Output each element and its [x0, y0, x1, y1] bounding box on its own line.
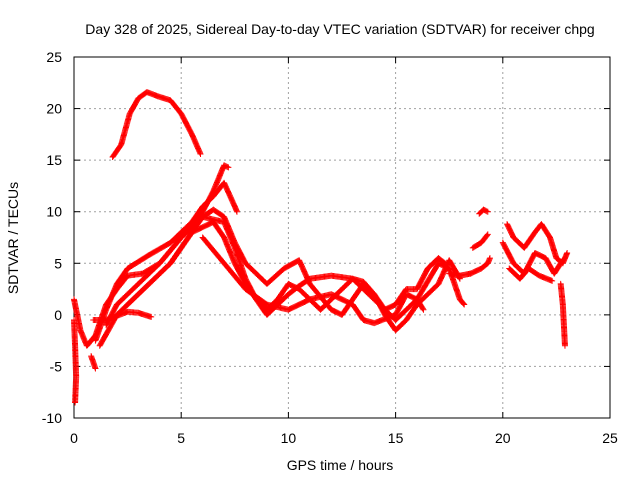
- x-tick-label: 5: [177, 430, 185, 446]
- series-track-12: [446, 270, 474, 279]
- data-point: [561, 342, 568, 349]
- series-track-6: [96, 206, 463, 349]
- y-axis: -10 -5 0 5 10 15 20 25: [42, 49, 610, 426]
- x-tick-label: 0: [70, 430, 78, 446]
- data-point: [484, 232, 491, 239]
- x-tick-label: 10: [281, 430, 297, 446]
- data-point: [92, 365, 99, 372]
- series-track-11: [476, 206, 491, 217]
- data-point: [461, 301, 468, 308]
- data-point: [148, 313, 155, 320]
- data-point: [419, 305, 426, 312]
- series-track-8: [199, 234, 427, 327]
- y-tick-label: -5: [50, 358, 63, 374]
- y-tick-label: 5: [54, 255, 62, 271]
- data-point: [420, 306, 427, 313]
- series-track-15: [506, 265, 556, 284]
- data-point: [549, 277, 556, 284]
- chart-title: Day 328 of 2025, Sidereal Day-to-day VTE…: [85, 21, 594, 37]
- y-tick-label: 25: [46, 49, 62, 65]
- data-point: [233, 208, 240, 215]
- data-point: [72, 399, 79, 406]
- data-point: [561, 255, 568, 262]
- data-point: [460, 300, 467, 307]
- data-point: [441, 260, 448, 267]
- grid-lines: [74, 57, 610, 418]
- series-track-16: [557, 280, 568, 349]
- y-tick-label: 0: [54, 307, 62, 323]
- series-track-7: [124, 219, 448, 313]
- data-point: [486, 255, 493, 262]
- series-track-17: [71, 317, 80, 406]
- data-point: [197, 150, 204, 157]
- series-track-1: [109, 89, 204, 161]
- x-tick-label: 25: [602, 430, 618, 446]
- data-point: [440, 259, 447, 266]
- x-tick-label: 15: [388, 430, 404, 446]
- y-tick-label: 15: [46, 152, 62, 168]
- data-point: [225, 164, 232, 171]
- y-tick-label: 20: [46, 101, 62, 117]
- data-point: [483, 208, 490, 215]
- y-axis-label: SDTVAR / TECUs: [5, 182, 21, 294]
- data-points: [71, 89, 571, 406]
- series-track-18: [88, 353, 99, 372]
- data-point: [484, 208, 491, 215]
- series-track-4: [92, 179, 240, 344]
- plot-frame: [73, 56, 611, 419]
- data-point: [484, 231, 491, 238]
- y-tick-label: -10: [42, 410, 62, 426]
- data-point: [224, 163, 231, 170]
- series-track-9: [469, 231, 491, 251]
- data-point: [467, 270, 474, 277]
- series-track-10: [467, 255, 493, 277]
- x-tick-label: 20: [495, 430, 511, 446]
- x-axis: 0 5 10 15 20 25: [70, 57, 618, 446]
- data-point: [561, 255, 568, 262]
- y-tick-label: 10: [46, 204, 62, 220]
- series-track-13: [504, 221, 571, 267]
- data-point: [564, 249, 571, 256]
- x-axis-label: GPS time / hours: [287, 457, 394, 473]
